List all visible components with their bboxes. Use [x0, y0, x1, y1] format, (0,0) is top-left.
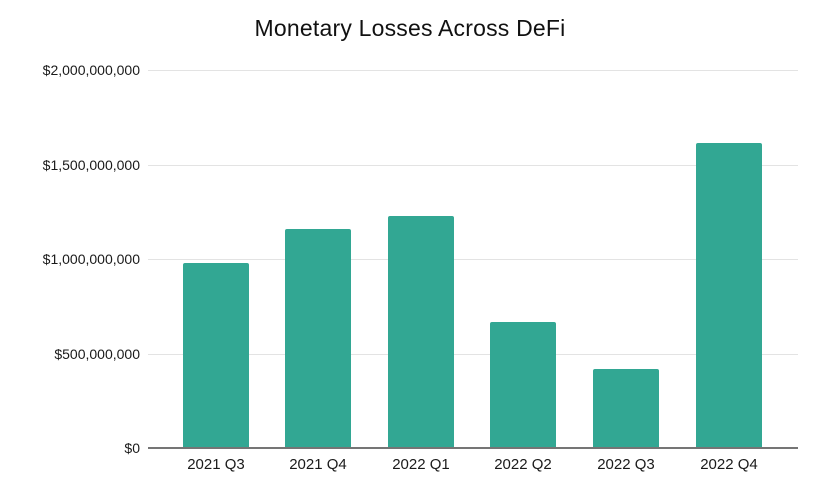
gridline [148, 70, 798, 71]
y-axis-tick-label: $1,000,000,000 [42, 251, 140, 267]
chart-title: Monetary Losses Across DeFi [254, 15, 566, 41]
x-axis-tick-label: 2022 Q4 [700, 456, 758, 473]
bar [593, 369, 659, 448]
bar [490, 322, 556, 448]
bar [696, 143, 762, 448]
gridline [148, 259, 798, 260]
bar [388, 216, 454, 448]
gridline [148, 354, 798, 355]
x-axis-tick-label: 2022 Q2 [494, 456, 552, 473]
x-axis-line [148, 447, 798, 449]
bar [183, 263, 249, 448]
y-axis-tick-label: $0 [124, 440, 140, 456]
gridline [148, 165, 798, 166]
x-axis-tick-label: 2021 Q3 [187, 456, 245, 473]
y-axis-tick-label: $1,500,000,000 [42, 157, 140, 173]
x-axis-tick-label: 2022 Q1 [392, 456, 450, 473]
x-axis-tick-label: 2022 Q3 [597, 456, 655, 473]
bar [285, 229, 351, 448]
y-axis-tick-label: $2,000,000,000 [42, 62, 140, 78]
x-axis-tick-label: 2021 Q4 [289, 456, 347, 473]
y-axis-tick-label: $500,000,000 [54, 346, 140, 362]
